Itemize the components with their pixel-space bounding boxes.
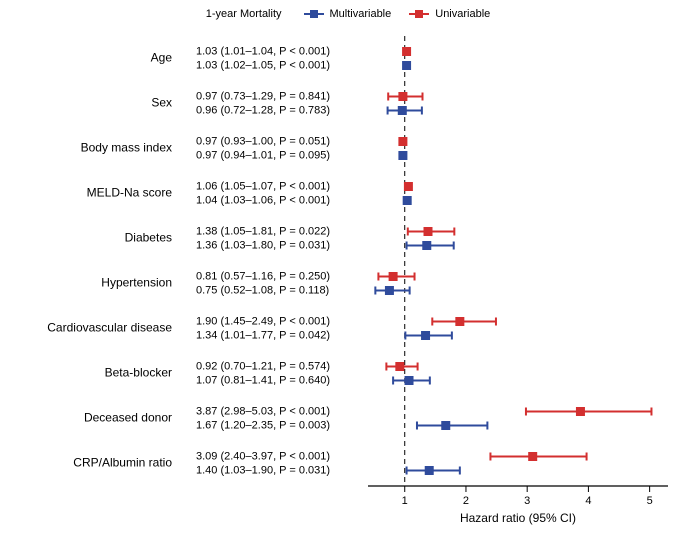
marker-multi	[405, 376, 414, 385]
marker-multi	[398, 106, 407, 115]
x-tick-label: 2	[463, 495, 469, 507]
x-tick-label: 4	[585, 495, 591, 507]
marker-multi	[402, 61, 411, 70]
row-label: Hypertension	[101, 276, 172, 290]
marker-multi	[441, 421, 450, 430]
estimate-text-uni: 3.09 (2.40–3.97, P < 0.001)	[196, 450, 330, 462]
estimate-text-multi: 0.75 (0.52–1.08, P = 0.118)	[196, 284, 329, 296]
marker-multi	[421, 331, 430, 340]
marker-uni	[402, 47, 411, 56]
row-label: Cardiovascular disease	[47, 321, 172, 335]
legend-swatch-multi	[304, 9, 324, 19]
row-label: Age	[151, 51, 173, 65]
row-label: Beta-blocker	[105, 366, 172, 380]
marker-multi	[422, 241, 431, 250]
legend-label-uni: Univariable	[435, 8, 490, 20]
legend-item-univariable: Univariable	[409, 8, 490, 20]
estimate-text-multi: 1.34 (1.01–1.77, P = 0.042)	[196, 329, 330, 341]
row-label: Body mass index	[81, 141, 172, 155]
legend-title: 1-year Mortality	[206, 8, 282, 20]
x-tick-label: 5	[647, 495, 653, 507]
marker-uni	[455, 317, 464, 326]
estimate-text-uni: 0.81 (0.57–1.16, P = 0.250)	[196, 270, 330, 282]
row-label: Sex	[151, 96, 172, 110]
marker-multi	[385, 286, 394, 295]
estimate-text-uni: 1.90 (1.45–2.49, P < 0.001)	[196, 315, 330, 327]
estimate-text-uni: 1.03 (1.01–1.04, P < 0.001)	[196, 45, 330, 57]
x-tick-label: 3	[524, 495, 530, 507]
marker-uni	[404, 182, 413, 191]
marker-uni	[395, 362, 404, 371]
marker-uni	[398, 92, 407, 101]
marker-uni	[424, 227, 433, 236]
row-label: Deceased donor	[84, 411, 172, 425]
legend-swatch-uni	[409, 9, 429, 19]
marker-multi	[403, 196, 412, 205]
estimate-text-multi: 1.03 (1.02–1.05, P < 0.001)	[196, 59, 330, 71]
marker-uni	[528, 452, 537, 461]
forest-plot-svg: 1 2 3 4 5 Hazard ratio (95% CI) Age 1.03 (1.01–…	[0, 0, 696, 542]
estimate-text-multi: 1.07 (0.81–1.41, P = 0.640)	[196, 374, 330, 386]
estimate-text-uni: 0.92 (0.70–1.21, P = 0.574)	[196, 360, 330, 372]
estimate-text-multi: 1.40 (1.03–1.90, P = 0.031)	[196, 464, 330, 476]
estimate-text-uni: 3.87 (2.98–5.03, P < 0.001)	[196, 405, 330, 417]
legend-label-multi: Multivariable	[330, 8, 392, 20]
forest-plot-container: 1-year Mortality Multivariable Univariab…	[0, 0, 696, 542]
x-tick-label: 1	[402, 495, 408, 507]
marker-uni	[576, 407, 585, 416]
marker-multi	[398, 151, 407, 160]
estimate-text-multi: 0.97 (0.94–1.01, P = 0.095)	[196, 149, 330, 161]
row-label: MELD-Na score	[87, 186, 173, 200]
row-label: Diabetes	[125, 231, 172, 245]
estimate-text-uni: 0.97 (0.93–1.00, P = 0.051)	[196, 135, 330, 147]
estimate-text-multi: 1.36 (1.03–1.80, P = 0.031)	[196, 239, 330, 251]
row-label: CRP/Albumin ratio	[73, 456, 172, 470]
legend-item-multivariable: Multivariable	[304, 8, 392, 20]
legend-swatch-square	[415, 10, 423, 18]
legend: 1-year Mortality Multivariable Univariab…	[0, 8, 696, 20]
marker-multi	[425, 466, 434, 475]
marker-uni	[398, 137, 407, 146]
estimate-text-uni: 0.97 (0.73–1.29, P = 0.841)	[196, 90, 330, 102]
estimate-text-multi: 0.96 (0.72–1.28, P = 0.783)	[196, 104, 330, 116]
marker-uni	[389, 272, 398, 281]
estimate-text-uni: 1.06 (1.05–1.07, P < 0.001)	[196, 180, 330, 192]
estimate-text-uni: 1.38 (1.05–1.81, P = 0.022)	[196, 225, 330, 237]
estimate-text-multi: 1.67 (1.20–2.35, P = 0.003)	[196, 419, 330, 431]
x-axis-label: Hazard ratio (95% CI)	[460, 511, 576, 525]
estimate-text-multi: 1.04 (1.03–1.06, P < 0.001)	[196, 194, 330, 206]
legend-swatch-square	[310, 10, 318, 18]
